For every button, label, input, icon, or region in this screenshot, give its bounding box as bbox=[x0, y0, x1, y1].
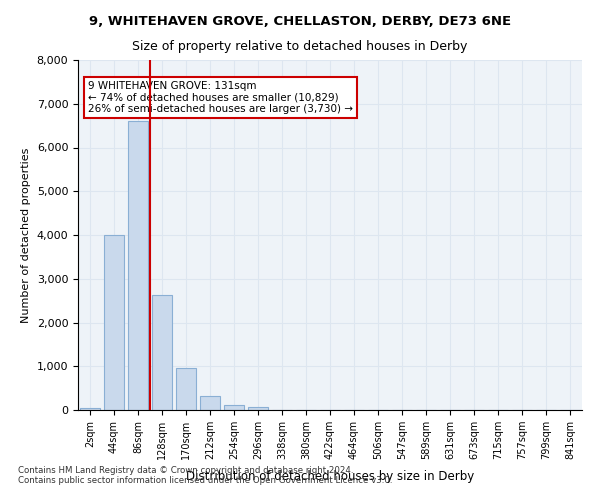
Bar bbox=[152, 296, 172, 410]
Bar bbox=[128, 121, 148, 410]
Text: Size of property relative to detached houses in Derby: Size of property relative to detached ho… bbox=[133, 40, 467, 53]
Y-axis label: Number of detached properties: Number of detached properties bbox=[21, 148, 31, 322]
Bar bbox=[248, 407, 268, 410]
X-axis label: Distribution of detached houses by size in Derby: Distribution of detached houses by size … bbox=[186, 470, 474, 484]
Text: 9, WHITEHAVEN GROVE, CHELLASTON, DERBY, DE73 6NE: 9, WHITEHAVEN GROVE, CHELLASTON, DERBY, … bbox=[89, 15, 511, 28]
Bar bbox=[80, 408, 100, 410]
Bar bbox=[104, 235, 124, 410]
Bar bbox=[224, 405, 244, 410]
Text: 9 WHITEHAVEN GROVE: 131sqm
← 74% of detached houses are smaller (10,829)
26% of : 9 WHITEHAVEN GROVE: 131sqm ← 74% of deta… bbox=[88, 81, 353, 114]
Bar bbox=[176, 368, 196, 410]
Text: Contains HM Land Registry data © Crown copyright and database right 2024.
Contai: Contains HM Land Registry data © Crown c… bbox=[18, 466, 392, 485]
Bar bbox=[200, 396, 220, 410]
